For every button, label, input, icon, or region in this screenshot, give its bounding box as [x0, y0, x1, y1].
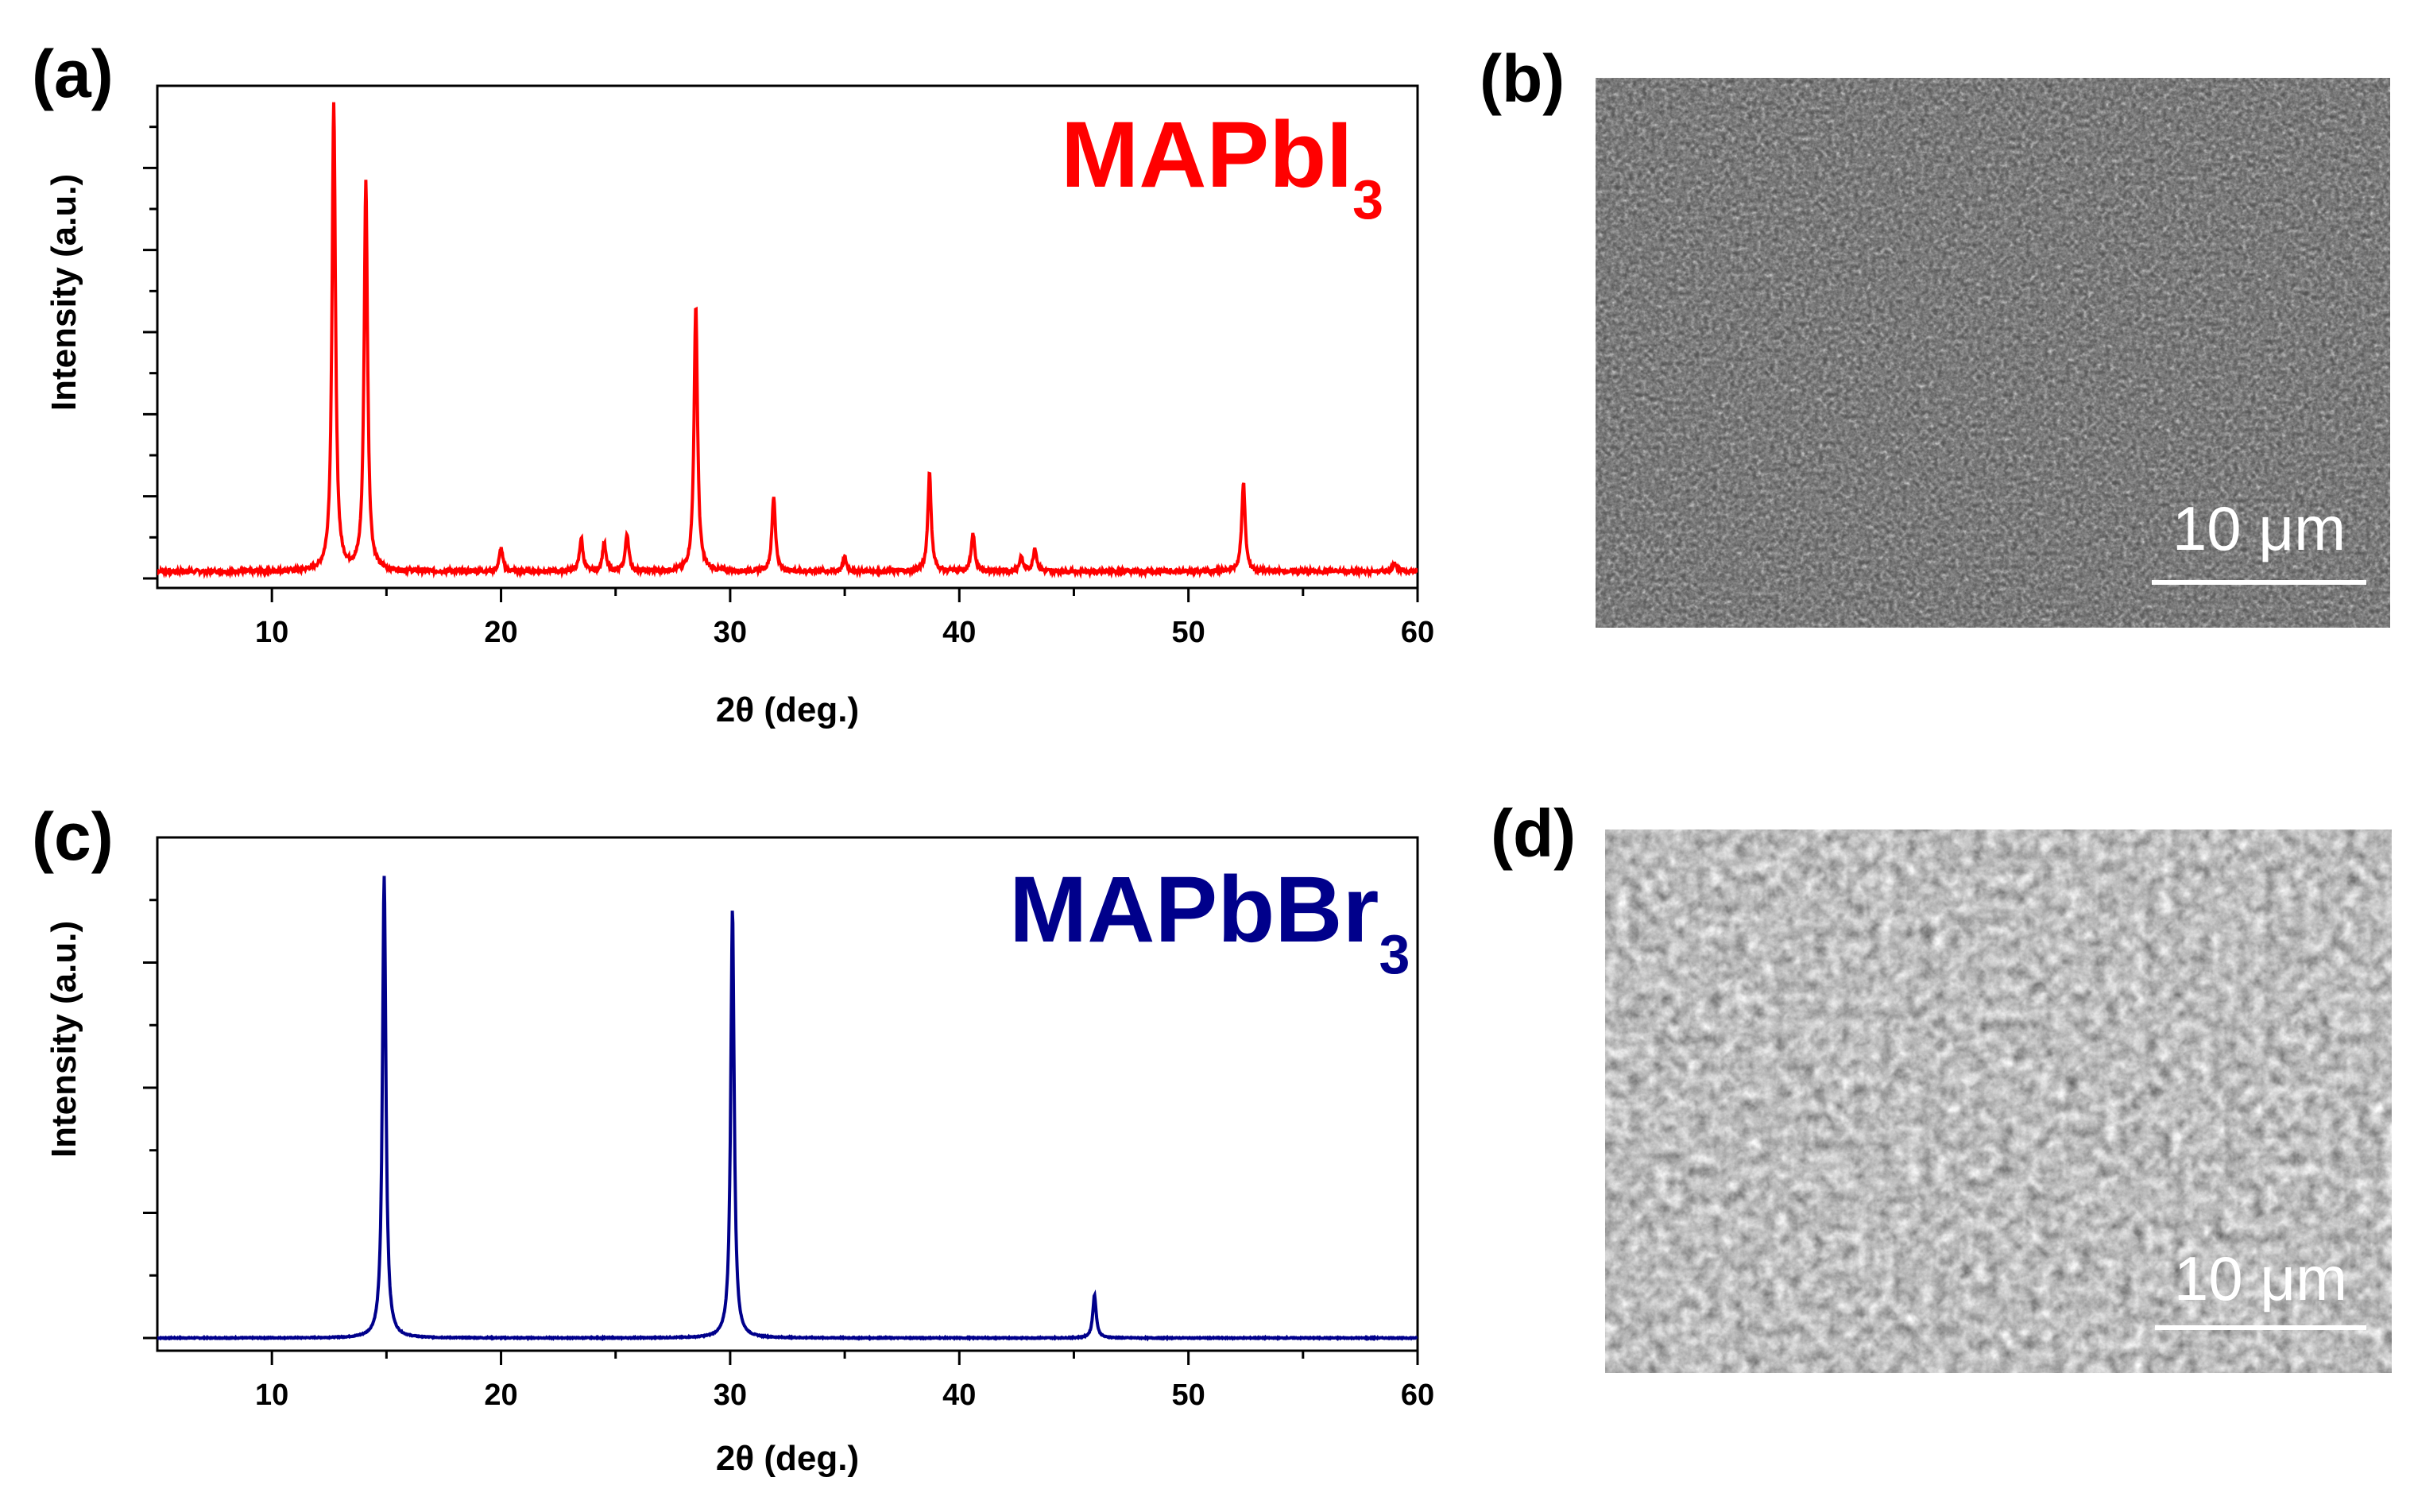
x-tick-label: 40 [942, 616, 976, 649]
x-tick-label: 10 [255, 616, 288, 649]
x-tick-label: 20 [484, 1379, 517, 1412]
x-axis-ticks: 10 20 30 40 50 60 [255, 588, 1434, 649]
sample-name-subscript: 3 [1352, 168, 1383, 230]
x-tick-label: 30 [714, 1379, 747, 1412]
y-axis-label: Intensity (a.u.) [44, 174, 83, 411]
x-axis-label: 2θ (deg.) [716, 690, 859, 729]
sample-name-subscript: 3 [1379, 923, 1410, 985]
plot-frame [156, 84, 1419, 590]
x-axis-ticks: 10 20 30 40 50 60 [255, 1351, 1434, 1412]
sem-image-b: 10 μm [1596, 78, 2390, 628]
x-tick-label: 60 [1401, 616, 1434, 649]
scale-bar-b [2152, 580, 2366, 585]
x-tick-label: 20 [484, 616, 517, 649]
y-axis-ticks [143, 899, 157, 1340]
plot-frame [156, 836, 1419, 1352]
x-tick-label: 40 [942, 1379, 976, 1412]
panel-label-c: (c) [32, 799, 114, 874]
x-tick-label: 10 [255, 1379, 288, 1412]
xrd-series-line [157, 876, 1418, 1342]
x-tick-label: 50 [1171, 616, 1205, 649]
x-tick-label: 60 [1401, 1379, 1434, 1412]
xrd-chart-mapbbr3: 10 20 30 40 50 60 2θ (deg.) Intensity (a.u.) … [44, 836, 1434, 1478]
x-axis-label: 2θ (deg.) [716, 1439, 859, 1478]
y-axis-label: Intensity (a.u.) [44, 921, 83, 1158]
scale-bar-label-d: 10 μm [2174, 1243, 2347, 1313]
scale-bar-label-b: 10 μm [2172, 493, 2346, 563]
x-tick-label: 30 [714, 616, 747, 649]
x-tick-label: 50 [1171, 1379, 1205, 1412]
panel-label-a: (a) [32, 37, 114, 111]
xrd-series-line [157, 102, 1418, 579]
sample-name-main: MAPbBr [1009, 857, 1379, 962]
sem-image-d: 10 μm [1605, 829, 2392, 1373]
scale-bar-d [2155, 1325, 2366, 1330]
sem-image-b-texture [1596, 78, 2390, 628]
sample-name-mapbbr3: MAPbBr3 [1009, 857, 1410, 985]
y-axis-ticks [143, 126, 157, 580]
sem-image-d-texture [1605, 829, 2392, 1373]
xrd-chart-mapbi3: 10 20 30 40 50 60 2θ (deg.) Intensity (a.u.) … [44, 84, 1434, 729]
panel-label-b: (b) [1480, 41, 1565, 116]
sample-name-mapbi3: MAPbI3 [1061, 102, 1383, 230]
panel-label-d: (d) [1491, 796, 1576, 871]
sample-name-main: MAPbI [1061, 102, 1352, 207]
